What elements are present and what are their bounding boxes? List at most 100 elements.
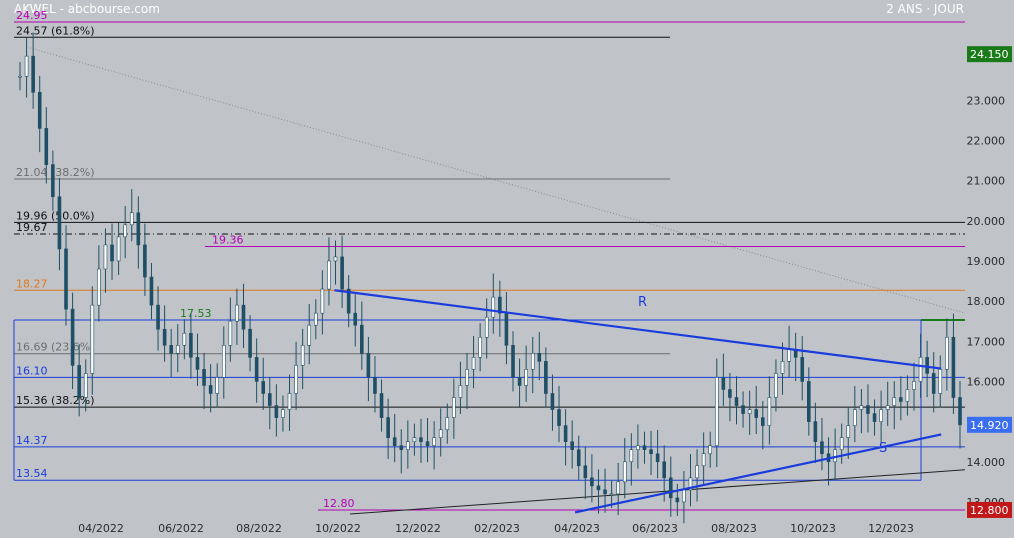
candle-body-142 <box>951 336 956 398</box>
candle-body-28 <box>202 369 206 386</box>
candle-body-29 <box>208 385 213 394</box>
candle-body-112 <box>754 409 759 418</box>
candle-body-26 <box>189 332 193 358</box>
x-tick-label-2: 08/2022 <box>236 522 282 535</box>
chart-title: AKWEL - abcbourse.com <box>14 2 160 16</box>
candle-body-73 <box>498 296 502 314</box>
candle-body-44 <box>307 324 312 346</box>
candle-body-83 <box>563 425 568 442</box>
candle-body-84 <box>570 441 574 451</box>
level-label-3: 19.96 (50.0%) <box>16 209 95 222</box>
y-tick-label-4: 17.000 <box>967 335 1006 348</box>
low-price-badge-bg <box>967 501 1012 518</box>
y-tick-label-8: 21.000 <box>967 175 1006 188</box>
candle-body-132 <box>885 405 890 410</box>
candle-body-22 <box>162 328 167 346</box>
candle-body-58 <box>399 445 404 451</box>
candle-body-24 <box>175 344 180 354</box>
candle-body-34 <box>241 304 246 330</box>
level-label-12: 13.54 <box>16 467 48 480</box>
candle-body-85 <box>576 449 581 467</box>
candle-body-133 <box>892 397 897 406</box>
candle-body-17 <box>129 212 134 226</box>
candle-body-90 <box>609 493 614 496</box>
candle-body-135 <box>905 389 910 402</box>
candle-body-98 <box>662 461 666 479</box>
high-price-badge-bg <box>967 46 1012 63</box>
candle-body-45 <box>314 312 318 326</box>
candle-body-38 <box>267 393 272 406</box>
y-tick-label-6: 19.000 <box>967 255 1006 268</box>
candle-body-64 <box>438 429 443 438</box>
x-tick-label-8: 08/2023 <box>711 522 757 535</box>
candle-body-23 <box>169 344 173 354</box>
candle-body-57 <box>392 437 397 446</box>
x-tick-label-10: 12/2023 <box>868 522 914 535</box>
candle-body-76 <box>517 377 522 386</box>
level-label-10: 15.36 (38.2%) <box>16 394 95 407</box>
candle-body-116 <box>780 361 785 374</box>
candle-body-111 <box>747 409 752 414</box>
level-label-9: 16.10 <box>16 364 48 377</box>
level-label-0: 24.95 <box>16 9 48 22</box>
candle-body-51 <box>353 312 358 326</box>
candle-body-96 <box>649 449 653 455</box>
candle-body-18 <box>136 212 141 246</box>
candle-body-62 <box>425 441 430 446</box>
y-tick-label-9: 22.000 <box>967 134 1006 147</box>
x-tick-label-6: 04/2023 <box>554 522 600 535</box>
candle-body-20 <box>149 276 154 306</box>
candle-body-7 <box>64 248 68 310</box>
candle-body-107 <box>721 377 726 390</box>
candle-body-113 <box>760 417 765 426</box>
level-label-2: 21.04 (38.2%) <box>16 166 95 179</box>
level-label-8: 16.69 (23.6%) <box>16 341 95 354</box>
candle-body-131 <box>879 409 883 422</box>
candle-body-102 <box>688 477 693 491</box>
candle-body-40 <box>281 409 285 418</box>
candle-body-59 <box>406 441 410 451</box>
candle-body-42 <box>294 365 298 394</box>
candle-body-54 <box>373 377 377 394</box>
x-tick-label-1: 06/2022 <box>158 522 204 535</box>
candle-body-5 <box>51 164 55 198</box>
candle-body-140 <box>938 369 943 394</box>
candle-body-9 <box>77 365 81 398</box>
level-label-4: 19.67 <box>16 221 48 234</box>
candle-body-30 <box>215 377 220 394</box>
candle-body-127 <box>853 409 857 426</box>
candle-body-4 <box>44 128 49 165</box>
candle-body-63 <box>432 437 436 446</box>
x-tick-label-3: 10/2022 <box>315 522 361 535</box>
candle-body-101 <box>682 489 686 503</box>
y-tick-label-10: 23.000 <box>967 94 1006 107</box>
last-price-badge-text: 14.920 <box>970 419 1009 432</box>
candle-body-50 <box>346 288 351 314</box>
candle-body-95 <box>642 445 647 451</box>
candle-body-21 <box>156 304 160 330</box>
candle-body-16 <box>123 224 127 238</box>
candle-body-141 <box>945 336 949 370</box>
candle-body-134 <box>899 397 903 402</box>
candle-body-119 <box>800 357 805 382</box>
x-tick-label-9: 10/2023 <box>790 522 836 535</box>
candle-body-31 <box>221 344 226 378</box>
candle-body-80 <box>544 361 548 394</box>
candle-body-35 <box>248 328 252 358</box>
candle-body-6 <box>57 196 62 250</box>
candle-body-52 <box>360 324 364 354</box>
candle-body-126 <box>846 425 851 438</box>
candle-body-47 <box>327 260 331 290</box>
candle-body-13 <box>103 244 108 270</box>
y-tick-label-3: 16.000 <box>967 375 1006 388</box>
candle-body-108 <box>728 389 732 398</box>
candle-body-39 <box>274 405 279 418</box>
candle-body-25 <box>182 332 187 346</box>
candle-body-79 <box>537 353 542 362</box>
candle-body-1 <box>24 55 29 77</box>
candle-body-66 <box>452 397 456 418</box>
trendline-S <box>574 433 942 514</box>
candle-body-86 <box>583 465 588 479</box>
candle-body-125 <box>839 437 844 451</box>
candle-body-11 <box>90 304 95 374</box>
